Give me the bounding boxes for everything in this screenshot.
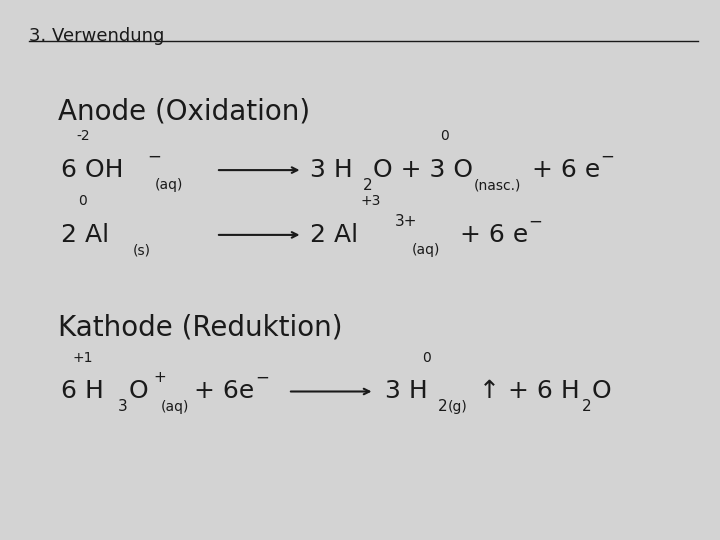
Text: +1: +1 [73,350,93,365]
Text: + 6 e: + 6 e [452,223,528,247]
Text: 3 H: 3 H [385,380,428,403]
Text: + 6 e: + 6 e [524,158,600,182]
Text: −: − [148,147,161,166]
Text: 3: 3 [117,399,127,414]
Text: (nasc.): (nasc.) [474,178,521,192]
Text: + 6e: + 6e [194,380,255,403]
Text: −: − [600,147,613,166]
Text: 3 H: 3 H [310,158,352,182]
Text: Anode (Oxidation): Anode (Oxidation) [58,97,310,125]
Text: −: − [256,369,269,387]
Text: (aq): (aq) [412,243,440,257]
Text: 3. Verwendung: 3. Verwendung [29,27,164,45]
Text: 2: 2 [438,399,447,414]
Text: (aq): (aq) [161,400,189,414]
Text: −: − [528,212,541,231]
Text: 3+: 3+ [395,214,417,229]
Text: ↑ + 6 H: ↑ + 6 H [479,380,580,403]
Text: 0: 0 [78,194,87,208]
Text: Kathode (Reduktion): Kathode (Reduktion) [58,313,342,341]
Text: +3: +3 [361,194,381,208]
Text: 2: 2 [582,399,591,414]
Text: 2 Al: 2 Al [310,223,358,247]
Text: -2: -2 [76,129,89,143]
Text: +: + [153,370,166,386]
Text: (aq): (aq) [155,178,183,192]
Text: 6 H: 6 H [61,380,104,403]
Text: O: O [128,380,148,403]
Text: O + 3 O: O + 3 O [373,158,473,182]
Text: 0: 0 [422,350,431,365]
Text: 2: 2 [363,178,372,193]
Text: 2 Al: 2 Al [61,223,109,247]
Text: (s): (s) [133,243,151,257]
Text: 6 OH: 6 OH [61,158,124,182]
Text: O: O [592,380,611,403]
Text: 0: 0 [441,129,449,143]
Text: (g): (g) [448,400,467,414]
